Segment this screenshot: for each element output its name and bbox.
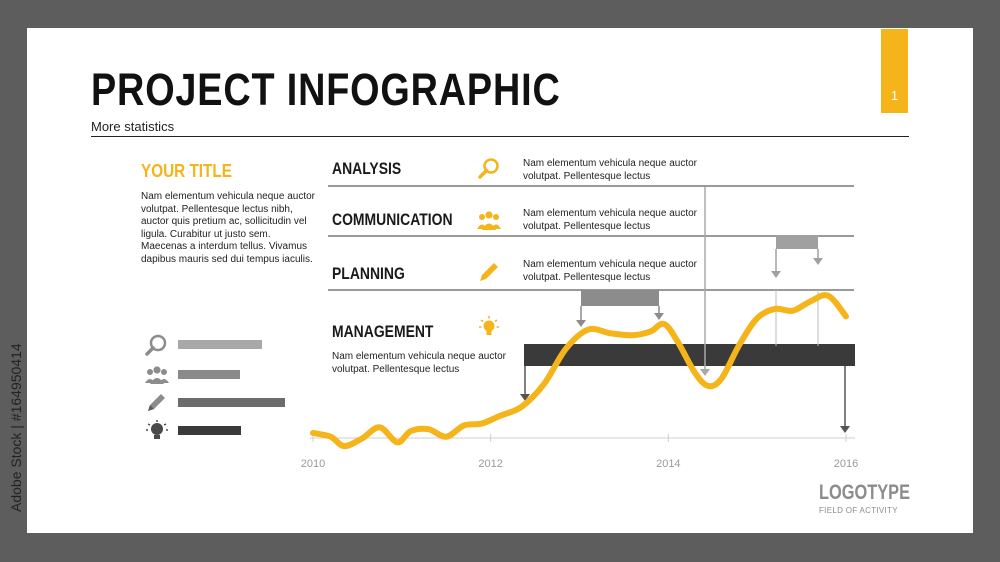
x-tick-label: 2014 bbox=[656, 458, 680, 470]
legend-bar bbox=[178, 398, 285, 407]
x-axis-ticks: 2010 2012 2014 2016 bbox=[301, 434, 858, 470]
category-label-planning: PLANNING bbox=[332, 264, 405, 283]
communication-bracket bbox=[776, 235, 818, 249]
category-divider bbox=[328, 185, 854, 187]
field-of-activity: FIELD OF ACTIVITY bbox=[819, 506, 898, 515]
header-divider bbox=[91, 136, 909, 137]
category-divider bbox=[328, 235, 854, 237]
management-bar bbox=[524, 344, 855, 366]
logotype: LOGOTYPE bbox=[819, 481, 911, 504]
timeline-chart: 2010 2012 2014 2016 bbox=[301, 187, 858, 470]
category-description-planning: Nam elementum vehicula neque auctor volu… bbox=[523, 259, 697, 283]
x-tick-label: 2012 bbox=[478, 458, 502, 470]
category-description-communication: Nam elementum vehicula neque auctor volu… bbox=[523, 208, 697, 232]
category-description-management: Nam elementum vehicula neque auctor volu… bbox=[332, 351, 506, 375]
lightbulb-icon bbox=[146, 420, 168, 439]
pencil-icon bbox=[480, 263, 498, 281]
series-line bbox=[310, 292, 849, 450]
category-label-communication: COMMUNICATION bbox=[332, 210, 453, 229]
legend-bar bbox=[178, 426, 241, 435]
page-subtitle: More statistics bbox=[91, 119, 175, 134]
legend-bar bbox=[178, 340, 262, 349]
x-tick-label: 2010 bbox=[301, 458, 325, 470]
page-number: 1 bbox=[890, 88, 899, 103]
chart-annotations bbox=[310, 187, 855, 439]
sidebar-title: YOUR TITLE bbox=[141, 161, 232, 181]
arrow-down-icon bbox=[654, 313, 664, 320]
category-label-management: MANAGEMENT bbox=[332, 322, 434, 341]
legend-bar bbox=[178, 370, 240, 379]
sidebar-body: Nam elementum vehicula neque auctor volu… bbox=[141, 191, 315, 265]
page-number-tab: 1 bbox=[881, 29, 908, 113]
category-description-analysis: Nam elementum vehicula neque auctor volu… bbox=[523, 158, 697, 182]
arrow-down-icon bbox=[576, 320, 586, 327]
arrow-down-icon bbox=[813, 258, 823, 265]
planning-bracket bbox=[581, 290, 659, 306]
lightbulb-icon bbox=[479, 316, 499, 335]
team-icon bbox=[145, 366, 169, 384]
team-icon bbox=[477, 211, 501, 230]
arrow-down-icon bbox=[840, 426, 850, 433]
magnifier-icon bbox=[145, 334, 167, 356]
arrow-down-icon bbox=[771, 271, 781, 278]
chart-series bbox=[310, 292, 849, 450]
slide: 1 PROJECT INFOGRAPHIC More statistics YO… bbox=[27, 28, 973, 533]
pencil-icon bbox=[148, 394, 165, 411]
watermark-text: Adobe Stock | #164950414 bbox=[8, 343, 24, 512]
page-title: PROJECT INFOGRAPHIC bbox=[91, 64, 561, 115]
magnifier-icon bbox=[478, 158, 499, 179]
x-tick-label: 2016 bbox=[834, 458, 858, 470]
arrow-down-icon bbox=[520, 394, 530, 401]
category-label-analysis: ANALYSIS bbox=[332, 159, 402, 178]
arrow-down-icon bbox=[700, 369, 710, 376]
watermark: Adobe Stock | #164950414 bbox=[8, 343, 24, 512]
